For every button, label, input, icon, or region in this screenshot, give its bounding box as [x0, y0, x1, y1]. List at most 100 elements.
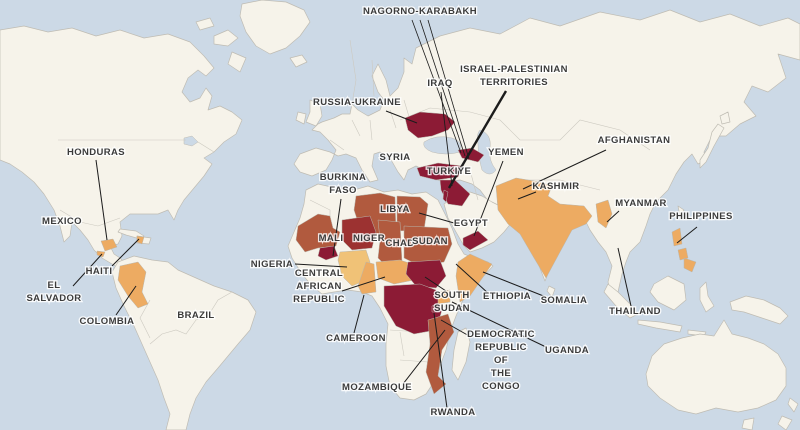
country-burkina-faso: [317, 245, 339, 261]
label-egypt: EGYPT: [454, 218, 488, 229]
leader-rwanda: [433, 312, 448, 409]
leader-israel-palestinian-territories: [447, 90, 508, 189]
label-russia-ukraine: RUSSIA-UKRAINE: [313, 97, 401, 108]
label-nagorno-karabakh: NAGORNO-KARABAKH: [363, 6, 477, 17]
leader-uganda: [451, 301, 547, 348]
caspian-sea: [477, 129, 497, 175]
leader-burkina-faso: [332, 198, 342, 257]
landmass-madagascar: [451, 327, 471, 381]
label-chad: CHAD: [385, 238, 414, 249]
label-central-african-republic: CENTRAL AFRICAN REPUBLIC: [293, 268, 345, 305]
leader-honduras: [95, 159, 108, 241]
label-brazil: BRAZIL: [177, 310, 214, 321]
leader-somalia: [482, 271, 547, 298]
label-mozambique: MOZAMBIQUE: [342, 382, 412, 393]
label-libya: LIBYA: [380, 204, 410, 215]
leader-el-salvador: [72, 253, 103, 287]
great-lakes: [183, 135, 199, 147]
country-israel-palestine: [442, 189, 449, 203]
leader-russia-ukraine: [385, 110, 418, 124]
landmass-arctic-islands: [195, 17, 247, 73]
landmass-eurasia: [293, 9, 800, 297]
country-philippines: [671, 227, 697, 273]
landmass-japan: [699, 111, 731, 169]
landmass-sri-lanka: [546, 285, 556, 298]
leader-nagorno-karabakh: [411, 19, 462, 154]
country-haiti: [136, 235, 145, 245]
leader-myanmar: [606, 210, 620, 223]
leader-philippines: [676, 226, 698, 244]
landmass-greenland: [239, 0, 311, 55]
label-mexico: MEXICO: [42, 216, 82, 227]
landmass-south-america: [111, 255, 257, 430]
inland-seas: [183, 129, 497, 175]
leader-lines: [72, 19, 698, 409]
leader-kashmir: [517, 191, 537, 200]
leader-thailand: [617, 247, 632, 307]
leader-nagorno-karabakh-1: [419, 19, 466, 157]
landmass-sulawesi: [699, 281, 715, 313]
landmass-tasmania: [741, 417, 755, 430]
label-nigeria: NIGERIA: [251, 259, 293, 270]
leader-yemen: [473, 160, 504, 237]
country-colombia: [117, 261, 149, 309]
landmass-sumatra: [603, 283, 639, 319]
label-sudan: SUDAN: [412, 236, 448, 247]
label-colombia: COLOMBIA: [80, 316, 135, 327]
label-mali: MALI: [319, 233, 344, 244]
country-somalia: [455, 253, 493, 303]
highlighted-countries: [96, 111, 697, 395]
leader-cameroon: [353, 294, 365, 334]
label-kashmir: KASHMIR: [532, 181, 579, 192]
landmass-iceland: [289, 54, 308, 68]
leader-nagorno-karabakh-2: [427, 19, 470, 160]
landmass-new-guinea: [729, 295, 789, 325]
country-ukraine: [404, 111, 456, 139]
landmass-australia: [645, 319, 787, 415]
label-burkina-faso: BURKINA FASO: [320, 172, 367, 196]
label-somalia: SOMALIA: [541, 295, 588, 306]
label-yemen: YEMEN: [488, 147, 524, 158]
map-labels: NAGORNO-KARABAKH HONDURAS MEXICO HAITI EL SAL…: [25, 5, 734, 420]
leader-afghanistan: [522, 149, 607, 190]
leader-democratic-republic-of-the-congo: [440, 319, 472, 338]
leader-iraq: [440, 91, 453, 187]
label-afghanistan: AFGHANISTAN: [598, 135, 671, 146]
landmass-arabia: [443, 191, 513, 253]
leader-central-african-republic: [341, 276, 386, 292]
landmass-new-zealand: [777, 397, 799, 430]
label-el-salvador: EL SALVADOR: [26, 280, 81, 304]
label-rwanda: RWANDA: [431, 407, 476, 418]
country-el-salvador: [96, 250, 106, 258]
landmass-borneo: [649, 275, 687, 311]
leader-nigeria: [294, 263, 348, 268]
country-nagorno-karabakh-region: [457, 147, 485, 163]
label-uganda: UGANDA: [545, 345, 589, 356]
leader-south-sudan: [424, 276, 447, 292]
label-haiti: HAITI: [86, 266, 113, 277]
label-south-sudan: SOUTH SUDAN: [434, 290, 470, 314]
leader-egypt: [418, 212, 455, 224]
label-iraq: IRAQ: [427, 78, 452, 89]
label-myanmar: MYANMAR: [615, 198, 667, 209]
country-honduras: [100, 238, 118, 252]
label-ethiopia: ETHIOPIA: [483, 291, 531, 302]
leader-ethiopia: [455, 263, 490, 295]
label-cameroon: CAMEROON: [326, 333, 386, 344]
country-pakistan-india-kashmir: [495, 177, 593, 279]
landmass-ireland: [295, 111, 307, 125]
country-south-sudan: [405, 259, 447, 289]
country-mali: [295, 213, 341, 253]
label-niger: NIGER: [353, 233, 385, 244]
leader-haiti: [111, 238, 140, 267]
label-honduras: HONDURAS: [67, 147, 125, 158]
label-syria: SYRIA: [379, 152, 410, 163]
country-niger: [341, 215, 377, 251]
leader-colombia: [115, 285, 137, 316]
country-sudan: [403, 225, 453, 267]
label-democratic-republic-of-the-congo: DEMOCRATIC REPUBLIC OF THE CONGO: [467, 329, 535, 392]
country-rwanda: [431, 303, 441, 313]
label-israel-palestinian-territories: ISRAEL-PALESTINIAN TERRITORIES: [460, 64, 568, 88]
